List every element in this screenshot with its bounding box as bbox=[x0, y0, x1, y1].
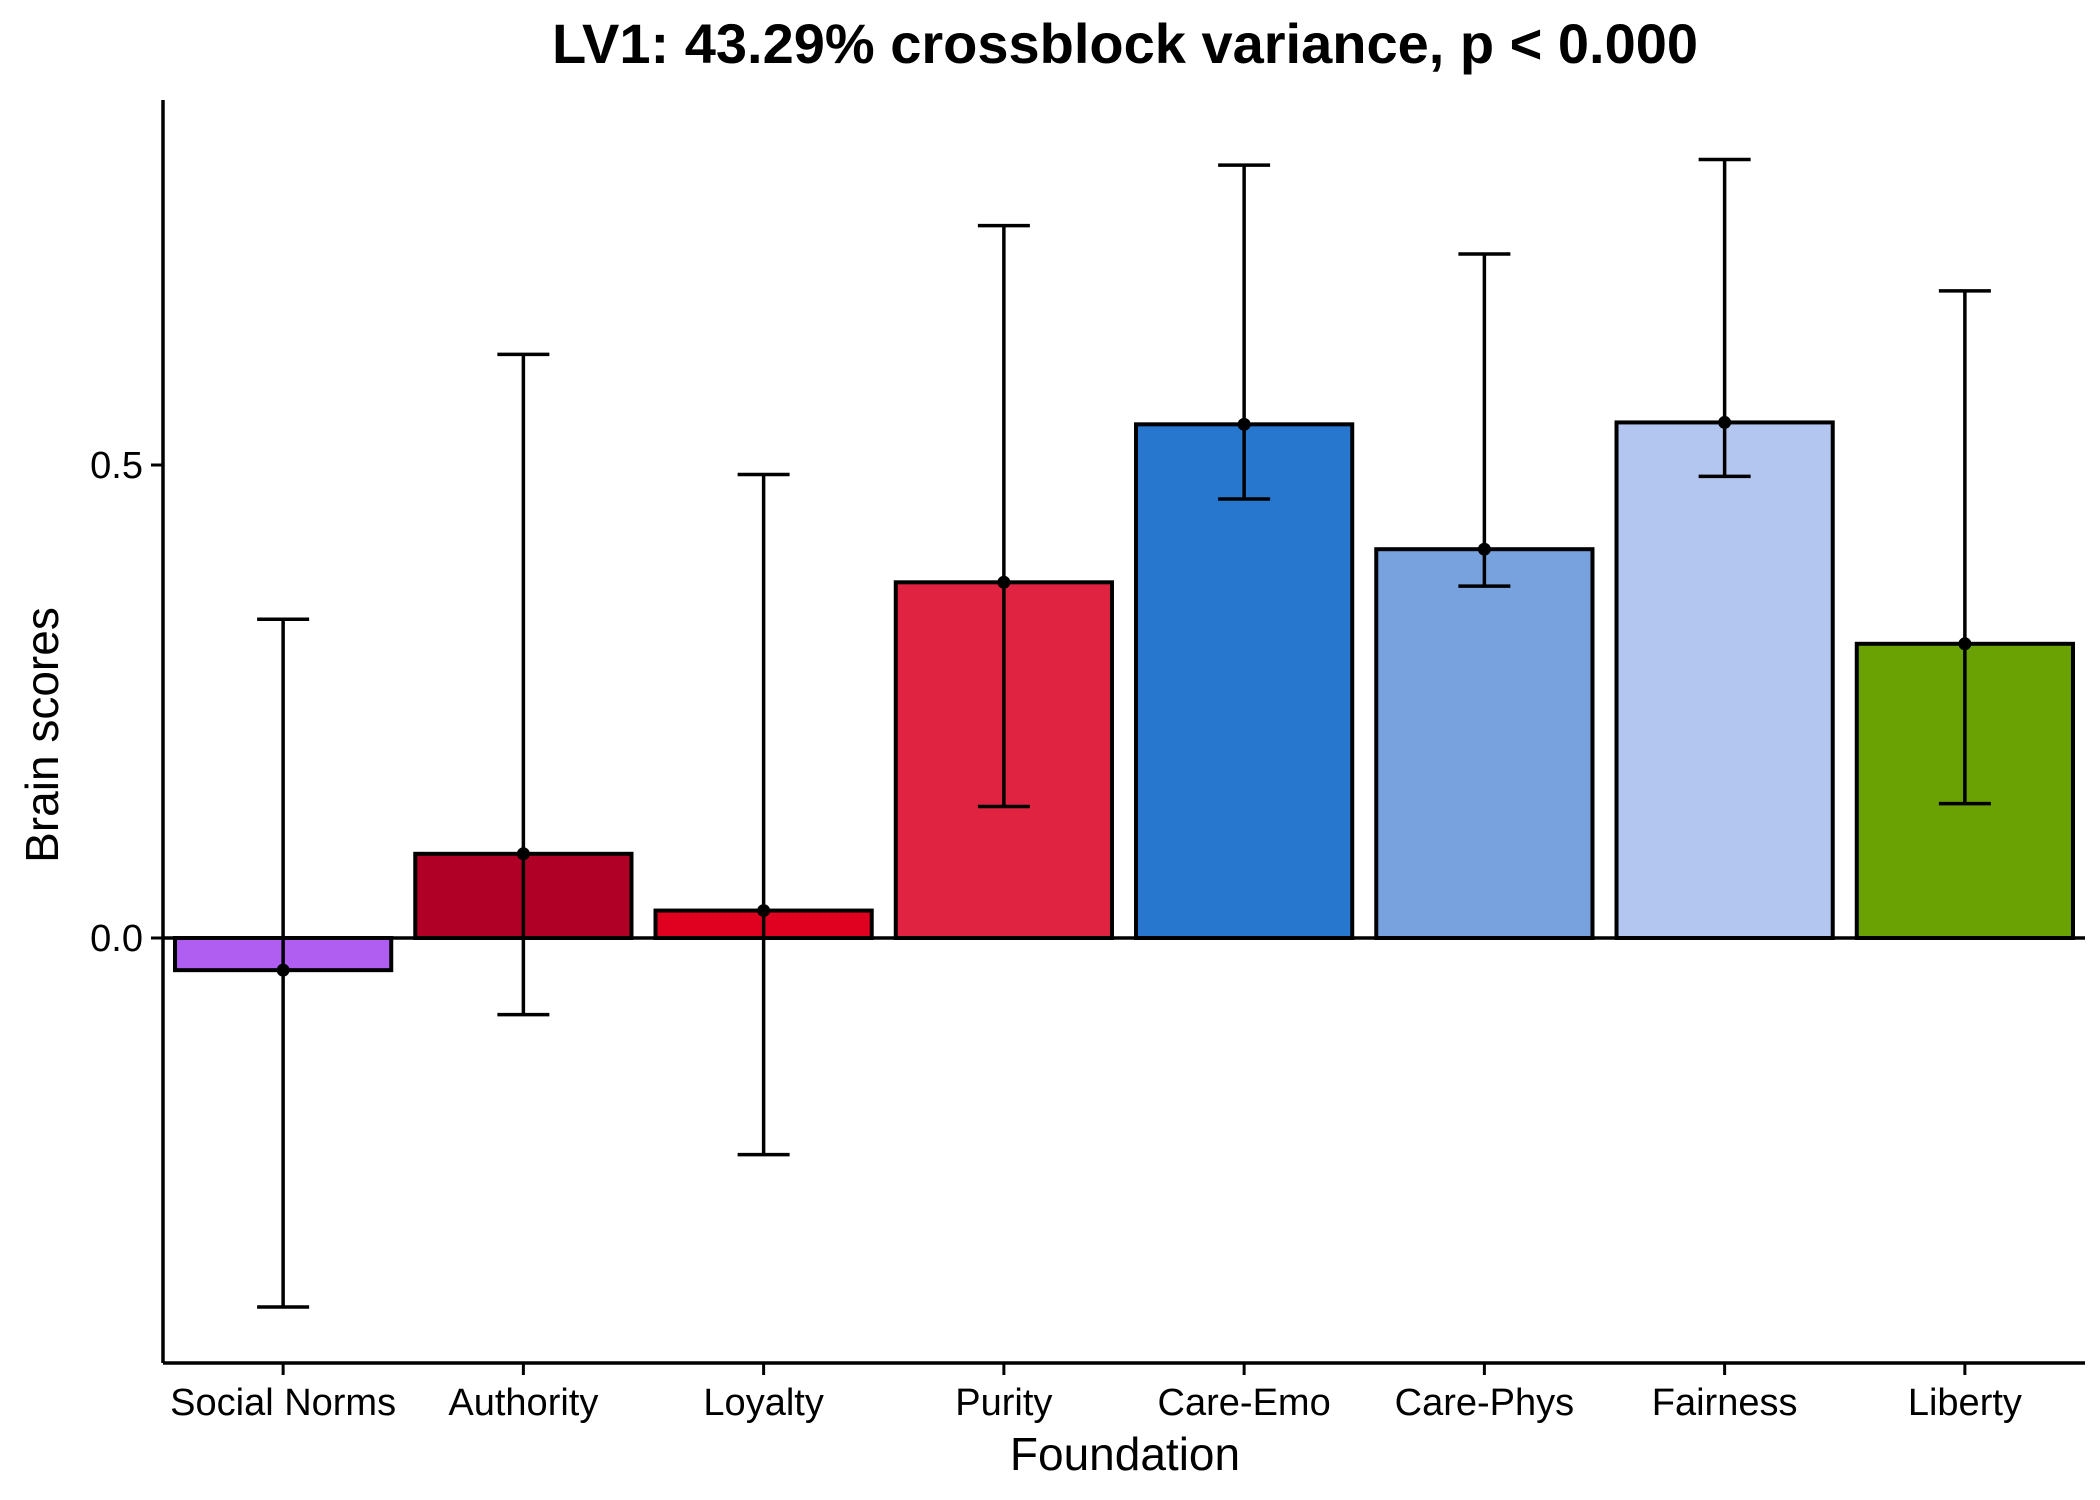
x-tick-label: Social Norms bbox=[170, 1382, 396, 1424]
point-loyalty bbox=[757, 904, 771, 918]
x-tick-label: Loyalty bbox=[703, 1382, 823, 1424]
point-authority bbox=[516, 847, 530, 861]
x-tick-label: Fairness bbox=[1652, 1382, 1798, 1424]
bar-fairness bbox=[1614, 420, 1835, 940]
x-tick-label: Authority bbox=[448, 1382, 598, 1424]
x-tick-label: Care-Phys bbox=[1395, 1382, 1575, 1424]
point-liberty bbox=[1958, 637, 1972, 651]
bar-care-emo bbox=[1134, 422, 1355, 940]
x-tick-label: Care-Emo bbox=[1158, 1382, 1331, 1424]
y-tick-label: 0.5 bbox=[90, 445, 143, 487]
point-care-emo bbox=[1237, 417, 1251, 431]
x-axis-title: Foundation bbox=[1010, 1428, 1240, 1480]
y-axis-title: Brain scores bbox=[16, 607, 68, 863]
chart-title: LV1: 43.29% crossblock variance, p < 0.0… bbox=[552, 12, 1698, 75]
point-purity bbox=[997, 575, 1011, 589]
x-tick-label: Liberty bbox=[1908, 1382, 2022, 1424]
y-tick-label: 0.0 bbox=[90, 918, 143, 960]
point-care-phys bbox=[1477, 542, 1491, 556]
x-tick-label: Purity bbox=[955, 1382, 1052, 1424]
point-social-norms bbox=[276, 963, 290, 977]
bar-care-phys bbox=[1374, 547, 1595, 940]
plot-area: 0.0 0.5 Social Norms Authority Loyalty Purity… bbox=[90, 100, 2085, 1424]
point-fairness bbox=[1718, 415, 1732, 429]
